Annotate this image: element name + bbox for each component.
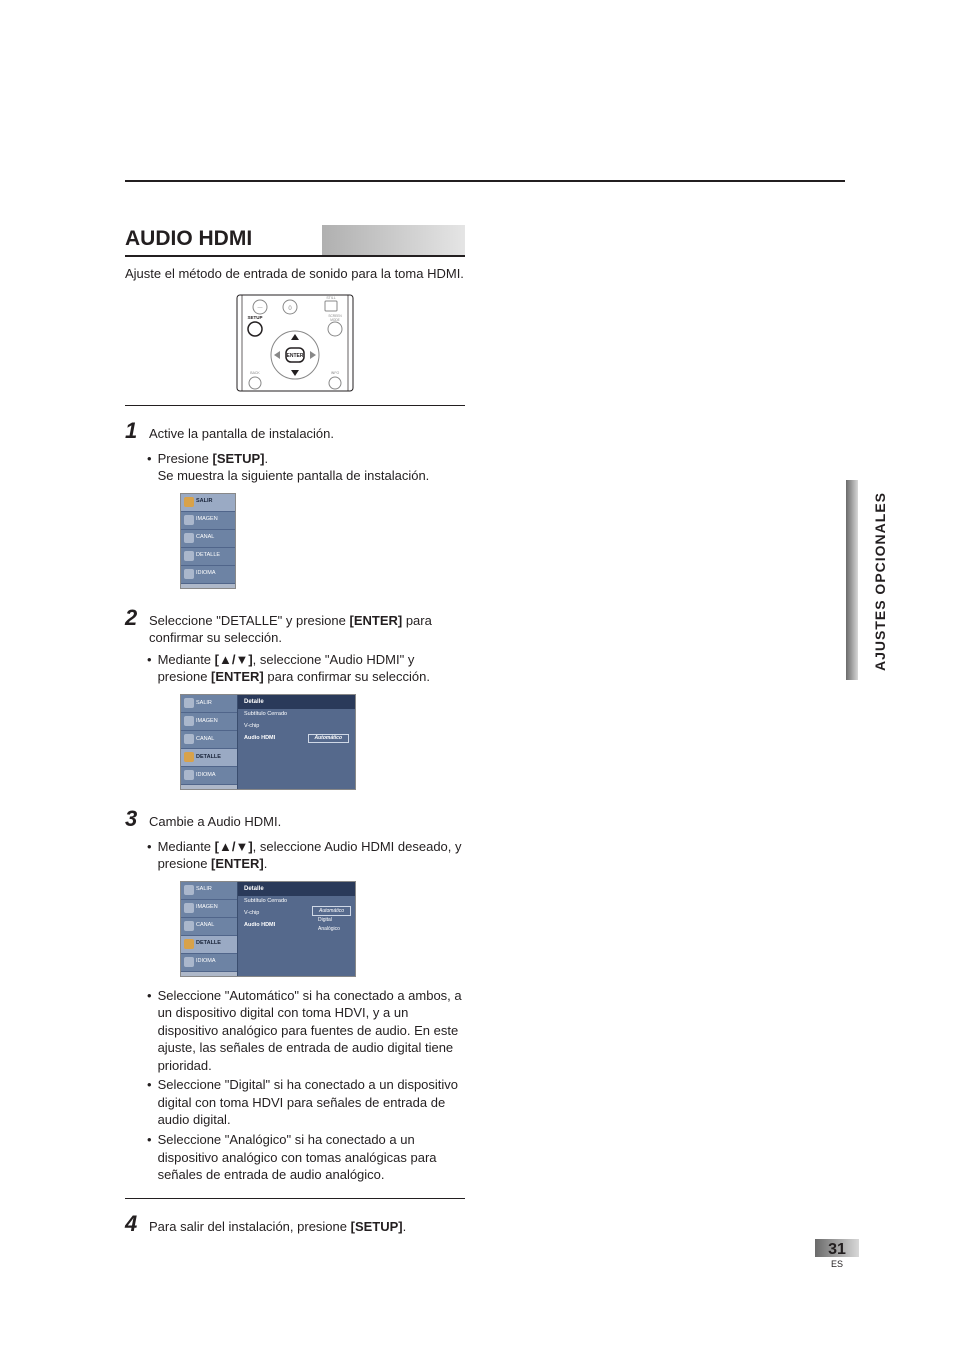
setup-key-ref: [SETUP]	[212, 451, 264, 466]
step1-press: Presione	[158, 451, 213, 466]
enter-key-ref: [ENTER]	[349, 613, 402, 628]
svg-text:SETUP: SETUP	[247, 315, 262, 320]
step3-opt2: Seleccione "Digital" si ha conectado a u…	[158, 1076, 465, 1129]
menu-figure-3: SALIR IMAGEN CANAL DETALLE IDIOMA Detall…	[180, 881, 465, 977]
page-number: 31	[815, 1241, 859, 1259]
menu-row-vchip: V-chip	[238, 721, 355, 733]
step4-c: .	[403, 1219, 407, 1234]
step1-result: Se muestra la siguiente pantalla de inst…	[158, 468, 430, 483]
option-list: Automático Digital Analógico	[312, 906, 351, 934]
enter-key-ref: [ENTER]	[211, 669, 264, 684]
side-tab-stripe	[846, 480, 858, 680]
option-analog: Analógico	[312, 925, 351, 934]
step-number: 3	[125, 804, 141, 834]
menu-item-salir: SALIR	[181, 695, 237, 713]
updown-key-ref: [▲/▼]	[215, 652, 253, 667]
menu-item-idioma: IDIOMA	[181, 566, 235, 584]
content-column: AUDIO HDMI Ajuste el método de entrada d…	[125, 225, 465, 1252]
svg-text:0: 0	[288, 306, 292, 312]
step2-a: Seleccione "DETALLE" y presione	[149, 613, 349, 628]
menu-figure-2: SALIR IMAGEN CANAL DETALLE IDIOMA Detall…	[180, 694, 465, 790]
menu-item-detalle: DETALLE	[181, 749, 237, 767]
bullet-dot: •	[147, 838, 152, 873]
svg-text:ENTER: ENTER	[287, 353, 304, 359]
intro-text: Ajuste el método de entrada de sonido pa…	[125, 265, 465, 283]
option-digital: Digital	[312, 916, 351, 925]
menu-item-detalle: DETALLE	[181, 936, 237, 954]
menu-item-canal: CANAL	[181, 918, 237, 936]
svg-text:INFO: INFO	[331, 371, 340, 375]
menu-item-idioma: IDIOMA	[181, 767, 237, 785]
menu-row-cc: Subtítulo Cerrado	[238, 709, 355, 721]
page-language: ES	[815, 1259, 859, 1269]
remote-figure: — 0 STILL SETUP SCREEN MODE ENTER BACK I	[235, 293, 355, 393]
step2-b1a: Mediante	[158, 652, 215, 667]
menu-item-imagen: IMAGEN	[181, 713, 237, 731]
page-number-box: 31 ES	[815, 1239, 859, 1269]
menu-item-canal: CANAL	[181, 530, 235, 548]
step3-text: Cambie a Audio HDMI.	[149, 813, 281, 831]
menu-item-salir: SALIR	[181, 494, 235, 512]
setup-key-ref: [SETUP]	[351, 1219, 403, 1234]
svg-text:BACK: BACK	[250, 371, 260, 375]
menu-header: Detalle	[238, 882, 355, 896]
bullet-dot: •	[147, 1131, 152, 1184]
enter-key-ref: [ENTER]	[211, 856, 264, 871]
step-3: 3 Cambie a Audio HDMI. • Mediante [▲/▼],…	[125, 804, 465, 1184]
step-1: 1 Active la pantalla de instalación. • P…	[125, 416, 465, 589]
step3-b1e: .	[264, 856, 268, 871]
menu-header: Detalle	[238, 695, 355, 709]
step-2: 2 Seleccione "DETALLE" y presione [ENTER…	[125, 603, 465, 790]
step-text: Active la pantalla de instalación.	[149, 425, 334, 443]
menu-item-idioma: IDIOMA	[181, 954, 237, 972]
updown-key-ref: [▲/▼]	[215, 839, 253, 854]
step-number: 1	[125, 416, 141, 446]
menu-value-box: Automático	[308, 734, 350, 743]
menu-item-imagen: IMAGEN	[181, 512, 235, 530]
step4-a: Para salir del instalación, presione	[149, 1219, 351, 1234]
top-rule	[125, 180, 845, 182]
menu-item-canal: CANAL	[181, 731, 237, 749]
menu-item-detalle: DETALLE	[181, 548, 235, 566]
section-title: AUDIO HDMI	[125, 225, 465, 255]
step3-opt1: Seleccione "Automático" si ha conectado …	[158, 987, 465, 1075]
side-tab-label: AJUSTES OPCIONALES	[872, 492, 888, 671]
menu-item-salir: SALIR	[181, 882, 237, 900]
menu-item-imagen: IMAGEN	[181, 900, 237, 918]
step1-period: .	[264, 451, 268, 466]
svg-text:MODE: MODE	[330, 318, 340, 322]
step-number: 2	[125, 603, 141, 633]
step2-b1e: para confirmar su selección.	[264, 669, 430, 684]
bullet-dot: •	[147, 987, 152, 1075]
step3-b1a: Mediante	[158, 839, 215, 854]
step-number: 4	[125, 1209, 141, 1239]
menu-figure-1: SALIR IMAGEN CANAL DETALLE IDIOMA	[180, 493, 465, 589]
step3-opt3: Seleccione "Analógico" si ha conectado a…	[158, 1131, 465, 1184]
menu-row-audiohdmi: Audio HDMI Automático	[238, 733, 355, 745]
svg-text:STILL: STILL	[326, 296, 335, 300]
option-auto: Automático	[312, 906, 351, 917]
step-4: 4 Para salir del instalación, presione […	[125, 1209, 465, 1239]
bullet-dot: •	[147, 1076, 152, 1129]
divider	[125, 1198, 465, 1199]
divider	[125, 405, 465, 406]
bullet-dot: •	[147, 450, 152, 485]
svg-text:—: —	[258, 305, 263, 311]
bullet-dot: •	[147, 651, 152, 686]
